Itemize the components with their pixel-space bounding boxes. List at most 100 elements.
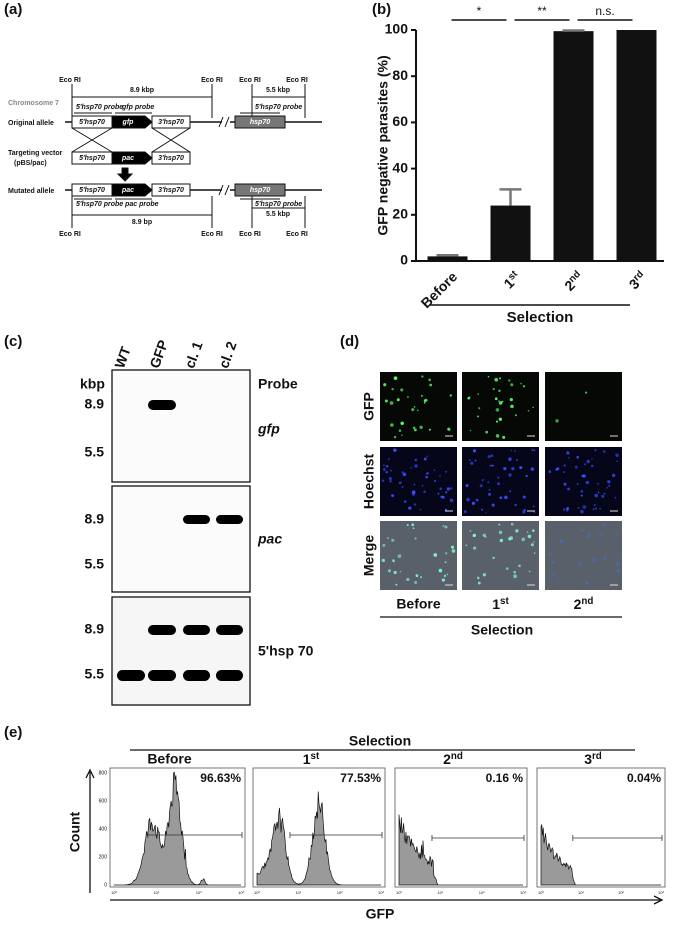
cell xyxy=(384,399,388,403)
cell xyxy=(469,459,471,461)
cell xyxy=(510,522,514,526)
cell xyxy=(413,503,417,506)
blots xyxy=(111,369,251,706)
cell xyxy=(548,575,551,578)
cell xyxy=(547,535,550,537)
cell xyxy=(509,490,512,493)
cell xyxy=(496,482,500,486)
bar xyxy=(427,256,468,261)
cell xyxy=(592,558,597,562)
cell xyxy=(479,484,483,488)
cell xyxy=(498,401,503,405)
cell xyxy=(498,389,501,392)
cell xyxy=(424,398,428,402)
cell xyxy=(478,407,481,410)
lane-label: cl. 1 xyxy=(181,339,205,370)
cell xyxy=(556,467,560,471)
gene-diagram xyxy=(65,84,322,228)
gene-box-label: hsp70 xyxy=(250,187,270,194)
cell xyxy=(516,459,518,461)
cell xyxy=(426,472,429,475)
cell xyxy=(439,487,443,491)
cell xyxy=(497,476,500,479)
cell xyxy=(465,483,469,488)
cell xyxy=(408,506,412,510)
cell xyxy=(394,376,396,379)
cell xyxy=(513,574,517,579)
cell xyxy=(494,377,499,382)
plot-frame xyxy=(109,767,246,888)
cell xyxy=(388,476,392,481)
plot-frame xyxy=(394,767,528,888)
x-tick-label: 10¹ xyxy=(153,890,159,895)
cell xyxy=(390,469,392,472)
cell xyxy=(393,570,397,575)
bar xyxy=(616,30,657,261)
cell xyxy=(411,492,416,496)
cell xyxy=(503,466,507,471)
cell xyxy=(439,475,441,477)
cell xyxy=(485,536,487,538)
x-tick-label: 10² xyxy=(196,890,202,895)
cell xyxy=(559,539,564,544)
cell xyxy=(510,404,514,409)
size-label: 5.5 kbp xyxy=(266,211,290,218)
cell xyxy=(574,465,578,469)
cell xyxy=(391,538,395,542)
cell xyxy=(465,544,468,547)
size-label: 8.9 bp xyxy=(132,219,152,226)
gene-box-label: 3'hsp70 xyxy=(158,119,184,126)
cell xyxy=(466,497,470,502)
cell xyxy=(383,464,385,467)
cell xyxy=(522,385,526,388)
histogram xyxy=(398,814,523,886)
cell xyxy=(469,529,472,532)
x-tick-label: 10¹ xyxy=(437,890,443,895)
cell xyxy=(533,541,535,543)
cell xyxy=(403,500,407,503)
cell xyxy=(580,494,583,497)
cell xyxy=(469,429,472,432)
cell xyxy=(382,468,386,471)
gene-box-label: pac xyxy=(121,187,134,194)
panel-label: (d) xyxy=(340,333,359,350)
cell xyxy=(400,388,404,392)
cell xyxy=(494,397,498,401)
y-tick-label: 20 xyxy=(392,206,408,222)
cell xyxy=(560,563,563,566)
cell xyxy=(449,498,454,503)
cell xyxy=(401,486,404,488)
cell xyxy=(587,534,591,538)
cell xyxy=(400,421,404,426)
cell xyxy=(445,552,448,555)
cell xyxy=(450,545,455,549)
group-label: Selection xyxy=(349,733,411,749)
microscopy-images xyxy=(380,372,622,590)
cell xyxy=(488,488,491,491)
cell xyxy=(580,509,584,514)
cell xyxy=(590,564,592,567)
micrograph xyxy=(380,372,457,441)
x-tick-label: 10³ xyxy=(238,890,244,895)
x-tick-label: 10⁰ xyxy=(111,890,117,895)
chromosome: Chromosome 7 xyxy=(8,100,59,107)
cell xyxy=(592,508,595,510)
gate xyxy=(147,832,243,838)
cell xyxy=(402,472,407,477)
probe-label: pac xyxy=(257,531,282,547)
x-arrow xyxy=(110,895,664,905)
cell xyxy=(602,450,606,453)
cell xyxy=(569,580,572,583)
cell xyxy=(519,466,523,470)
eco-label: Eco RI xyxy=(201,77,223,84)
probe-label: 5'hsp70 probe pac probe xyxy=(76,201,159,208)
cell xyxy=(477,581,481,585)
cell xyxy=(594,493,599,498)
cell xyxy=(498,400,500,402)
cell xyxy=(580,490,584,493)
cell xyxy=(485,430,489,434)
x-axis-label: Selection xyxy=(507,309,574,326)
cell xyxy=(566,509,569,512)
cell xyxy=(597,491,600,494)
x-tick-label: 10⁰ xyxy=(254,890,260,895)
